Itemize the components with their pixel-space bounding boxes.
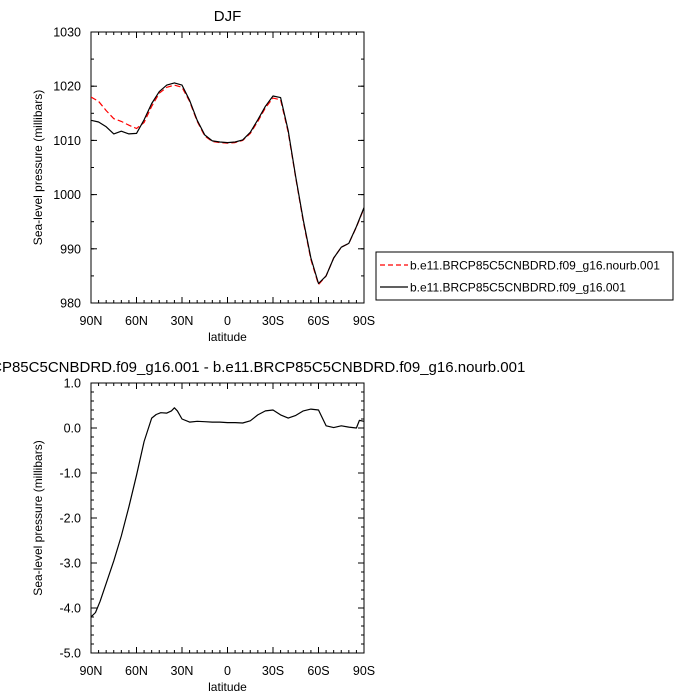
- bottom-chart-x-axis-label: latitude: [208, 680, 247, 694]
- bottom-chart-plot-frame: [90, 382, 365, 654]
- legend-label-0: b.e11.BRCP85C5CNBDRD.f09_g16.nourb.001: [410, 259, 660, 273]
- top-chart-y-tick-label: 990: [60, 242, 81, 256]
- top-chart-x-tick-label: 30N: [171, 314, 194, 328]
- top-chart: 90N 60N 30N 0 30S 60S 90S 980 990 1000 1010 1020 103…: [31, 8, 674, 344]
- bottom-chart-x-tick-label: 60S: [307, 664, 329, 678]
- top-chart-x-tick-label: 90S: [353, 314, 375, 328]
- bottom-chart-x-tick-label: 30N: [171, 664, 194, 678]
- bottom-chart-x-tick-label: 0: [224, 664, 231, 678]
- top-chart-y-tick-label: 980: [60, 297, 81, 311]
- top-chart-plot-frame: [90, 31, 365, 304]
- top-chart-x-tick-label: 60N: [125, 314, 148, 328]
- top-chart-x-tick-label: 30S: [262, 314, 284, 328]
- bottom-chart-title: b.e11.BRCP85C5CNBDRD.f09_g16.001 - b.e11…: [0, 359, 525, 376]
- legend-box: [375, 251, 674, 301]
- top-chart-y-tick-label: 1010: [53, 134, 81, 148]
- legend: b.e11.BRCP85C5CNBDRD.f09_g16.nourb.001 b.…: [375, 251, 674, 301]
- bottom-chart-y-tick-label: 0.0: [64, 422, 81, 436]
- top-chart-x-tick-label: 60S: [307, 314, 329, 328]
- bottom-chart-y-tick-label: -3.0: [59, 557, 81, 571]
- bottom-chart-y-tick-label: -1.0: [59, 467, 81, 481]
- bottom-chart-x-tick-label: 90N: [80, 664, 103, 678]
- bottom-chart-series-line-0: [91, 407, 364, 618]
- top-chart-y-tick-label: 1000: [53, 188, 81, 202]
- top-chart-y-tick-label: 1020: [53, 80, 81, 94]
- top-chart-series-line-0: [91, 84, 364, 286]
- bottom-chart-x-tick-label: 60N: [125, 664, 148, 678]
- top-chart-y-tick-label: 1030: [53, 26, 81, 40]
- bottom-chart-y-tick-label: -2.0: [59, 512, 81, 526]
- top-chart-series-line-1: [91, 82, 364, 285]
- top-chart-y-axis-label: Sea-level pressure (millibars): [31, 90, 45, 245]
- bottom-chart-y-axis-label: Sea-level pressure (millibars): [31, 440, 45, 595]
- bottom-chart-y-tick-label: -5.0: [59, 647, 81, 661]
- bottom-chart-y-tick-label: 1.0: [64, 377, 81, 391]
- bottom-chart-x-tick-label: 90S: [353, 664, 375, 678]
- top-chart-x-tick-label: 90N: [80, 314, 103, 328]
- top-chart-title: DJF: [214, 8, 242, 25]
- top-chart-x-tick-label: 0: [224, 314, 231, 328]
- bottom-chart-y-tick-label: -4.0: [59, 602, 81, 616]
- legend-label-1: b.e11.BRCP85C5CNBDRD.f09_g16.001: [410, 281, 626, 295]
- bottom-chart-x-tick-label: 30S: [262, 664, 284, 678]
- top-chart-x-axis-label: latitude: [208, 330, 247, 344]
- bottom-chart: 90N 60N 30N 0 30S 60S 90S -5.0 -4.0 -3.0 -2.0 -1.0 0…: [0, 359, 525, 694]
